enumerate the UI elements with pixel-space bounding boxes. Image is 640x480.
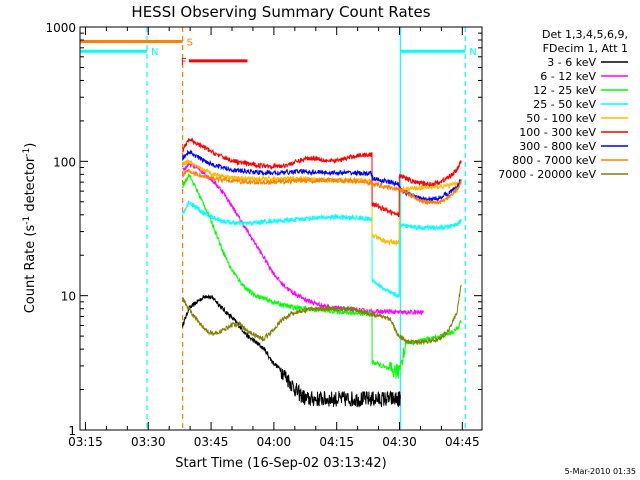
y-axis-label-main: Count Rate (s bbox=[23, 225, 38, 314]
y-tick-label-2: 100 bbox=[53, 155, 76, 169]
y-axis-label-sup2: -1 bbox=[22, 148, 32, 157]
x-tick-label-6: 04:45 bbox=[445, 435, 480, 449]
chart-title: HESSI Observing Summary Count Rates bbox=[131, 3, 430, 21]
legend-label-0: 3 - 6 keV bbox=[547, 56, 596, 69]
plot-frame bbox=[79, 26, 483, 431]
x-tick-label-1: 03:30 bbox=[131, 435, 166, 449]
x-tick-label-3: 04:00 bbox=[257, 435, 292, 449]
flag-label-3: F bbox=[181, 57, 187, 68]
y-tick-label-0: 1 bbox=[68, 424, 76, 438]
x-axis-label: Start Time (16-Sep-02 03:13:42) bbox=[175, 456, 386, 471]
series-line-0 bbox=[182, 294, 401, 408]
flag-label-1: N bbox=[151, 47, 158, 58]
y-tick-label-1: 10 bbox=[61, 290, 76, 304]
y-axis-label-sup1: -1 bbox=[22, 216, 32, 225]
legend-label-7: 800 - 7000 keV bbox=[512, 154, 596, 167]
y-axis-label: Count Rate (s-1 detector-1) bbox=[22, 143, 38, 314]
legend-label-8: 7000 - 20000 keV bbox=[498, 168, 596, 181]
series-line-6 bbox=[182, 149, 462, 203]
y-tick-label-3: 1000 bbox=[45, 21, 76, 35]
series-line-1 bbox=[182, 160, 424, 316]
legend-header-line-2: FDecim 1, Att 1 bbox=[543, 42, 628, 55]
legend-label-5: 100 - 300 keV bbox=[519, 126, 596, 139]
flag-label-2: N bbox=[469, 47, 476, 58]
legend: Det 1,3,4,5,6,9, FDecim 1, Att 1 3 - 6 k… bbox=[498, 28, 628, 181]
series-line-2 bbox=[182, 173, 462, 379]
x-tick-label-0: 03:15 bbox=[68, 435, 103, 449]
y-axis-label-end: ) bbox=[23, 143, 38, 148]
legend-label-3: 25 - 50 keV bbox=[533, 98, 596, 111]
series-line-8 bbox=[182, 284, 462, 346]
y-axis: 1 10 100 1000 bbox=[45, 21, 482, 438]
plot-area: S N N F bbox=[80, 27, 477, 430]
legend-header-line-1: Det 1,3,4,5,6,9, bbox=[542, 28, 628, 41]
flag-label-0: S bbox=[187, 37, 193, 48]
series-line-3 bbox=[182, 200, 462, 298]
x-tick-label-5: 04:30 bbox=[382, 435, 417, 449]
legend-label-6: 300 - 800 keV bbox=[519, 140, 596, 153]
series-line-7 bbox=[182, 168, 462, 206]
series-line-5 bbox=[182, 137, 462, 218]
y-axis-label-mid: detector bbox=[23, 156, 38, 216]
footer-timestamp: 5-Mar-2010 01:35 bbox=[565, 467, 636, 476]
x-axis: 03:15 03:30 03:45 04:00 04:15 04:30 04:45 bbox=[68, 27, 480, 449]
x-tick-label-4: 04:15 bbox=[319, 435, 354, 449]
legend-label-2: 12 - 25 keV bbox=[533, 84, 596, 97]
legend-label-4: 50 - 100 keV bbox=[526, 112, 596, 125]
legend-label-1: 6 - 12 keV bbox=[540, 70, 596, 83]
x-tick-label-2: 03:45 bbox=[194, 435, 229, 449]
